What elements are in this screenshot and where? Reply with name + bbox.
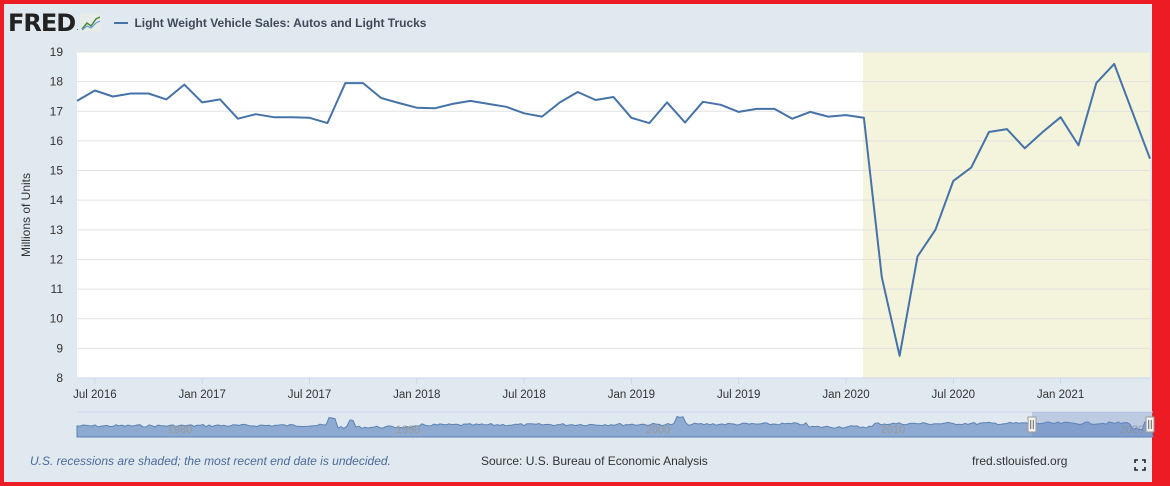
navigator-selection[interactable] bbox=[1032, 412, 1153, 437]
x-tick-label: Jan 2021 bbox=[1037, 389, 1084, 401]
x-tick-label: Jan 2017 bbox=[179, 389, 226, 401]
x-tick-label: Jul 2017 bbox=[288, 389, 331, 401]
navigator-year-label: 2000 bbox=[646, 424, 670, 436]
y-tick-label: 11 bbox=[51, 282, 64, 296]
x-tick-label: Jul 2016 bbox=[73, 389, 116, 401]
x-tick-label: Jan 2020 bbox=[822, 389, 869, 401]
recession-note: U.S. recessions are shaded; the most rec… bbox=[30, 454, 391, 468]
chart-header: FRED . Light Weight Vehicle Sales: Autos… bbox=[8, 8, 426, 38]
site-link[interactable]: fred.stlouisfed.org bbox=[972, 454, 1068, 468]
y-tick-label: 13 bbox=[50, 223, 64, 237]
y-tick-label: 18 bbox=[50, 75, 64, 89]
trend-chart-icon bbox=[80, 14, 103, 32]
series-title: Light Weight Vehicle Sales: Autos and Li… bbox=[134, 16, 427, 30]
y-tick-label: 16 bbox=[50, 134, 64, 148]
x-tick-label: Jan 2018 bbox=[393, 389, 440, 401]
navigator-year-label: 1990 bbox=[396, 424, 420, 436]
legend-item[interactable]: Light Weight Vehicle Sales: Autos and Li… bbox=[114, 16, 426, 30]
x-tick-label: Jul 2019 bbox=[717, 389, 760, 401]
fullscreen-icon[interactable] bbox=[1134, 459, 1146, 471]
legend-line-swatch bbox=[114, 22, 129, 24]
navigator-year-label: 2010 bbox=[881, 424, 905, 436]
y-tick-label: 15 bbox=[50, 164, 64, 178]
y-tick-label: 9 bbox=[56, 341, 63, 355]
y-tick-label: 10 bbox=[50, 312, 64, 326]
recession-shade bbox=[862, 52, 1150, 378]
y-tick-label: 19 bbox=[50, 45, 64, 59]
navigator-handle[interactable] bbox=[1145, 416, 1155, 433]
y-tick-label: 12 bbox=[50, 252, 64, 266]
navigator-handle[interactable] bbox=[1027, 416, 1037, 433]
source-text[interactable]: Source: U.S. Bureau of Economic Analysis bbox=[481, 454, 708, 468]
navigator-year-label: 1980 bbox=[168, 424, 192, 436]
fred-logo-mark: . bbox=[76, 23, 79, 32]
fred-logo[interactable]: FRED bbox=[8, 9, 76, 37]
y-axis-label: Millions of Units bbox=[19, 173, 33, 257]
x-tick-label: Jul 2020 bbox=[932, 389, 975, 401]
x-tick-label: Jul 2018 bbox=[502, 389, 545, 401]
navigator-year-label: 2020 bbox=[1120, 424, 1144, 436]
y-tick-label: 17 bbox=[50, 104, 64, 118]
y-tick-label: 14 bbox=[50, 193, 64, 207]
navigator-series bbox=[76, 416, 1154, 438]
x-tick-label: Jan 2019 bbox=[608, 389, 655, 401]
y-tick-label: 8 bbox=[56, 371, 63, 385]
